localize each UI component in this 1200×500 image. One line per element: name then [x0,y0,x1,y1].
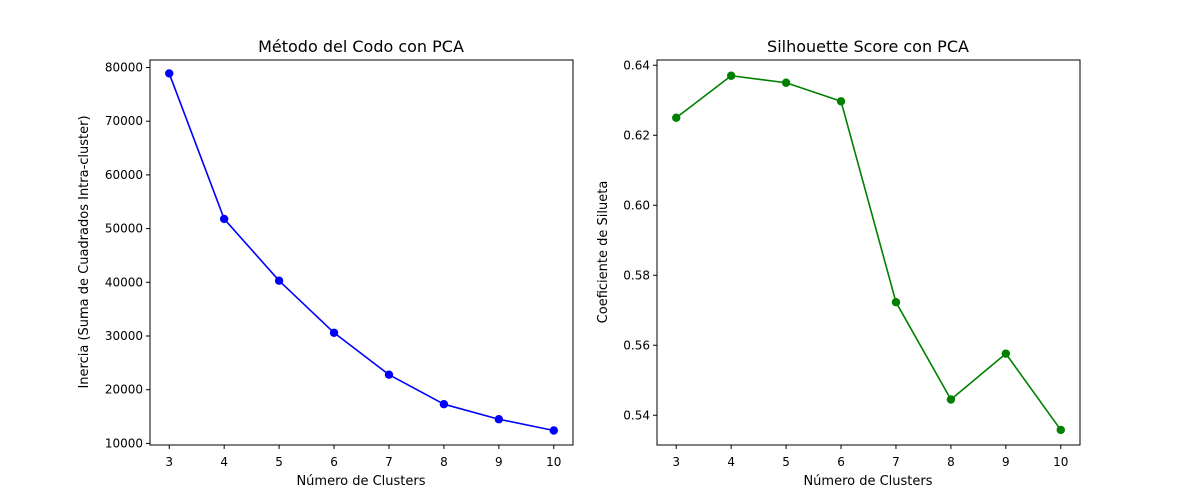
y-tick-label: 0.54 [623,408,650,422]
elbow-chart: Método del Codo con PCA Número de Cluste… [77,37,574,489]
x-tick-label: 9 [495,455,503,469]
data-point [165,69,174,78]
y-tick-label: 0.58 [623,268,650,282]
data-point [1001,349,1011,358]
data-point [672,113,681,122]
y-tick-label: 0.62 [623,128,650,142]
data-point [726,71,736,80]
silhouette-chart: Silhouette Score con PCA Número de Clust… [596,37,1081,489]
y-tick-label: 60000 [105,168,143,182]
plot-frame [149,59,574,446]
x-tick-label: 7 [892,455,900,469]
plot-frame [656,59,1081,446]
y-tick-label: 80000 [105,61,143,75]
y-tick-label: 50000 [105,222,143,236]
x-tick-label: 9 [1002,455,1010,469]
x-tick-label: 7 [385,455,393,469]
y-tick-label: 0.56 [623,338,650,352]
data-point [494,415,504,424]
data-point [439,399,449,409]
y-axis-label: Inercia (Suma de Cuadrados Intra-cluster… [77,115,92,388]
data-point [781,78,791,87]
x-tick-label: 5 [275,455,283,469]
x-tick-label: 5 [782,455,790,469]
x-tick-label: 10 [1053,455,1068,469]
data-point [219,214,229,224]
data-point [1056,425,1065,435]
x-tick-label: 10 [546,455,561,469]
x-tick-label: 4 [220,455,228,469]
data-point [329,328,339,337]
x-tick-label: 3 [672,455,680,469]
x-tick-label: 8 [440,455,448,469]
data-point [836,97,846,106]
data-point [891,298,901,307]
x-tick-label: 6 [837,455,845,469]
x-tick-label: 8 [947,455,955,469]
y-tick-label: 70000 [105,114,143,128]
x-tick-label: 6 [330,455,338,469]
data-point [946,395,956,404]
data-point [274,276,284,285]
series-line [675,74,1062,431]
x-axis-label: Número de Clusters [296,474,425,489]
y-tick-label: 40000 [105,275,143,289]
series-line [168,73,554,432]
x-axis-label: Número de Clusters [803,474,932,489]
y-tick-label: 30000 [105,329,143,343]
chart-title: Silhouette Score con PCA [767,37,969,56]
y-tick-label: 10000 [105,436,143,450]
x-tick-label: 3 [165,455,173,469]
data-point [549,426,558,435]
chart-title: Método del Codo con PCA [258,37,464,56]
y-tick-label: 20000 [105,383,143,397]
y-axis-label: Coeficiente de Silueta [596,181,611,324]
y-tick-label: 0.64 [623,58,650,72]
data-point [384,370,394,379]
x-tick-label: 4 [727,455,735,469]
y-tick-label: 0.60 [623,198,650,212]
